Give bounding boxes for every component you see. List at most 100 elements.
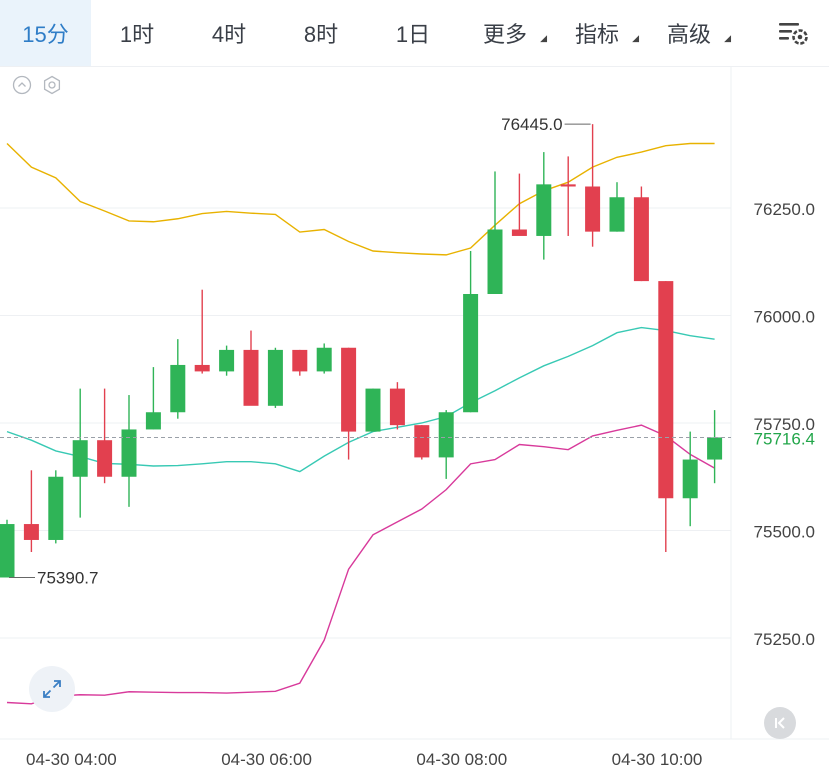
candle-down — [511, 173, 527, 236]
candle-body — [48, 476, 64, 540]
tab-1d[interactable]: 1日 — [395, 22, 431, 47]
candle-down — [414, 425, 430, 460]
tab-advanced[interactable]: 高级 ◢ — [666, 22, 731, 47]
candle-body — [560, 184, 576, 187]
candle-body — [438, 412, 454, 458]
candle-body — [145, 412, 161, 430]
candle-body — [292, 349, 308, 372]
candle-body — [389, 388, 405, 426]
candle-up — [438, 410, 454, 479]
middle-band-line — [6, 326, 715, 473]
candle-body — [97, 440, 113, 477]
candle-down — [560, 156, 576, 236]
candle-down — [633, 186, 649, 282]
x-tick-label: 04-30 04:00 — [26, 750, 117, 769]
candle-up — [682, 431, 698, 527]
candle-body — [194, 364, 210, 372]
current-price-label: 75716.4 — [754, 429, 815, 448]
candle-up — [219, 345, 235, 376]
chart-settings-icon[interactable] — [777, 18, 811, 48]
scroll-to-latest-button[interactable] — [764, 707, 796, 739]
candle-body — [170, 364, 186, 413]
candle-up — [145, 367, 161, 430]
skip-to-latest-icon — [775, 717, 785, 729]
candle-body — [0, 524, 15, 578]
tab-more[interactable]: 更多 ◢ — [482, 22, 547, 47]
tab-indicators[interactable]: 指标 ◢ — [574, 22, 639, 47]
high-annotation-label: 76445.0 — [501, 115, 562, 134]
candle-up — [536, 152, 552, 260]
tab-4h[interactable]: 4时 — [211, 22, 247, 47]
current-price-line: 75716.4 — [0, 425, 825, 450]
candle-up — [267, 347, 283, 408]
candle-body — [511, 229, 527, 236]
grid — [0, 67, 829, 740]
candle-body — [463, 294, 479, 413]
candle-body — [414, 425, 430, 458]
candle-down — [194, 289, 210, 374]
candle-up — [609, 182, 625, 232]
candle-body — [609, 197, 625, 232]
candle-body — [341, 347, 357, 432]
candle-body — [536, 184, 552, 236]
candle-body — [219, 349, 235, 372]
y-tick-label: 75750.0 — [754, 415, 815, 434]
candle-down — [97, 388, 113, 484]
x-tick-label: 04-30 06:00 — [221, 750, 312, 769]
tab-8h[interactable]: 8时 — [303, 22, 339, 47]
candle-body — [23, 524, 39, 540]
lower-band-line — [6, 424, 715, 705]
candle-down — [658, 281, 674, 552]
candle-body — [585, 186, 601, 232]
y-tick-label: 75500.0 — [754, 523, 815, 542]
candle-up — [316, 343, 332, 374]
indicator-settings-icon[interactable] — [42, 75, 62, 95]
candle-body — [267, 349, 283, 406]
x-tick-label: 04-30 08:00 — [416, 750, 507, 769]
candle-up — [48, 470, 64, 544]
dropdown-caret-icon: ◢ — [724, 33, 731, 43]
candle-body — [365, 388, 381, 432]
current-price-tag — [739, 425, 825, 450]
dropdown-caret-icon: ◢ — [632, 33, 639, 43]
candle-body — [707, 437, 723, 460]
candle-up — [0, 519, 15, 578]
candle-up — [72, 388, 88, 518]
timeframe-toolbar: 15分 1时 4时 8时 1日 更多 ◢ 指标 ◢ 高级 ◢ — [0, 0, 829, 67]
candle-body — [633, 197, 649, 282]
candle-body — [682, 459, 698, 499]
collapse-up-icon[interactable] — [12, 75, 32, 95]
dropdown-caret-icon: ◢ — [540, 33, 547, 43]
tab-1h[interactable]: 1时 — [119, 22, 155, 47]
expand-chart-button[interactable] — [29, 666, 75, 712]
y-tick-label: 76000.0 — [754, 308, 815, 327]
candle-up — [121, 395, 137, 507]
candle-body — [316, 347, 332, 372]
candle-down — [341, 347, 357, 460]
candle-up — [463, 251, 479, 413]
candle-down — [292, 349, 308, 376]
candle-body — [487, 229, 503, 294]
candle-up — [487, 171, 503, 294]
candle-body — [243, 349, 259, 406]
expand-arrows-icon — [43, 680, 61, 698]
bollinger-bands — [6, 142, 715, 705]
candlestick-chart[interactable]: 75716.4 76250.0 76000.0 75750.0 75500.0 7525… — [0, 67, 829, 783]
candle-body — [121, 429, 137, 477]
y-tick-label: 76250.0 — [754, 200, 815, 219]
candle-up — [365, 388, 381, 432]
low-annotation-label: 75390.7 — [37, 568, 98, 587]
axis-labels: 76250.0 76000.0 75750.0 75500.0 75250.0 04-30… — [9, 115, 815, 769]
candle-down — [389, 382, 405, 430]
tab-15m[interactable]: 15分 — [0, 0, 91, 66]
candle-down — [23, 470, 39, 552]
candle-up — [170, 339, 186, 419]
candle-up — [707, 410, 723, 484]
candle-body — [72, 440, 88, 477]
candles — [0, 124, 723, 578]
chart-mini-controls — [12, 75, 62, 95]
y-tick-label: 75250.0 — [754, 630, 815, 649]
x-tick-label: 04-30 10:00 — [612, 750, 703, 769]
candle-down — [585, 124, 601, 247]
candle-body — [658, 281, 674, 499]
